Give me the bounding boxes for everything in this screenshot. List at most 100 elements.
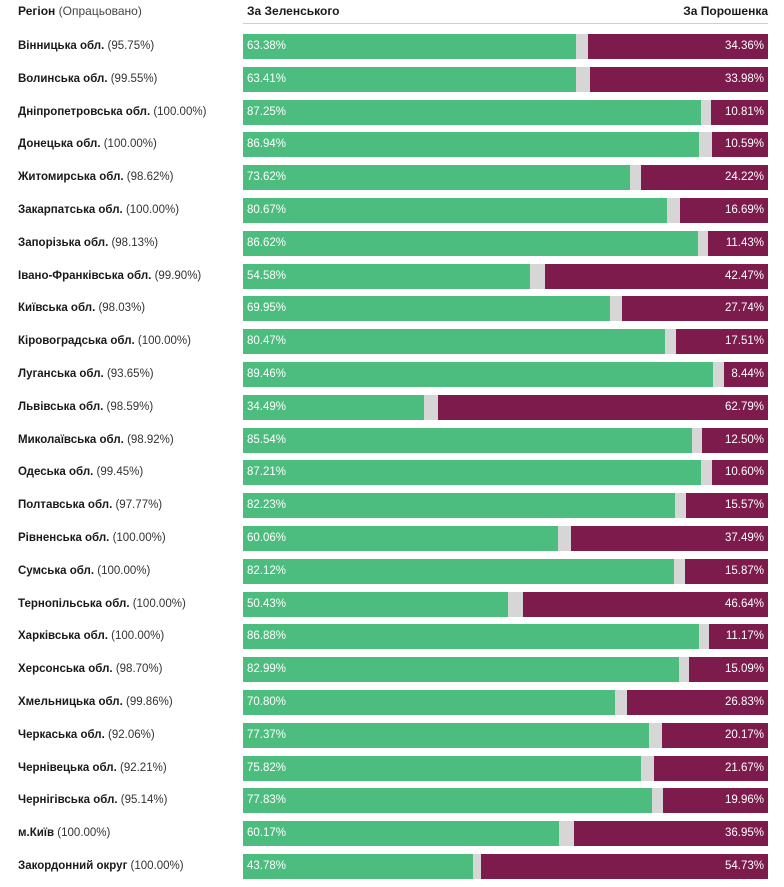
processed-header-label: (Опрацьовано) [58, 4, 142, 18]
table-row: Закордонний округ (100.00%) 43.78% 54.73% [0, 854, 784, 887]
region-label: Одеська обл. (99.45%) [18, 460, 143, 485]
zelensky-value-label: 77.37% [247, 728, 287, 741]
result-bar: 82.12% 15.87% [243, 558, 768, 584]
region-label: Львівська обл. (98.59%) [18, 395, 153, 420]
zelensky-bar-segment [243, 132, 700, 158]
zelensky-bar-segment [243, 329, 666, 355]
region-name: Чернігівська обл. [18, 794, 118, 807]
region-processed: (98.59%) [103, 400, 154, 413]
zelensky-value-label: 82.12% [247, 564, 287, 577]
zelensky-value-label: 82.23% [247, 499, 287, 512]
region-name: Київська обл. [18, 302, 96, 315]
zelensky-value-label: 60.06% [247, 532, 287, 544]
header-divider [243, 23, 768, 24]
region-processed: (100.00%) [107, 630, 165, 643]
poroshenko-bar-segment [589, 66, 768, 92]
result-bar: 50.43% 46.64% [243, 591, 768, 617]
poroshenko-value-label: 11.17% [725, 630, 764, 643]
region-processed: (95.14%) [117, 794, 168, 807]
table-row: Тернопільська обл. (100.00%) 50.43% 46.64% [0, 591, 784, 625]
table-row: Івано-Франківська обл. (99.90%) 54.58% 42.… [0, 263, 784, 297]
zelensky-value-label: 70.80% [247, 696, 287, 708]
region-label: Донецька обл. (100.00%) [18, 132, 157, 157]
poroshenko-value-label: 10.60% [724, 466, 764, 479]
region-name: Чернівецька обл. [18, 761, 117, 774]
poroshenko-bar-segment [702, 427, 768, 453]
region-label: Сумська обл. (100.00%) [18, 559, 150, 584]
table-row: Чернівецька обл. (92.21%) 75.82% 21.67% [0, 755, 784, 789]
zelensky-column-header: За Зеленського [247, 4, 340, 18]
table-row: Донецька обл. (100.00%) 86.94% 10.59% [0, 132, 784, 165]
table-row: Полтавська обл. (97.77%) 82.23% 15.57% [0, 493, 784, 526]
poroshenko-value-label: 20.17% [724, 728, 764, 741]
poroshenko-value-label: 17.51% [724, 335, 764, 348]
zelensky-bar-segment [243, 854, 473, 879]
table-row: Луганська обл. (93.65%) 89.46% 8.44% [0, 362, 784, 395]
region-name: Хмельницька обл. [18, 696, 123, 708]
poroshenko-value-label: 15.57% [724, 499, 764, 512]
poroshenko-bar-segment [709, 624, 768, 650]
zelensky-value-label: 77.83% [247, 794, 287, 807]
region-name: Вінницька обл. [18, 40, 105, 52]
zelensky-value-label: 86.62% [247, 236, 287, 249]
result-bar: 69.95% 27.74% [243, 296, 768, 322]
region-name: Запорізька обл. [18, 236, 109, 249]
table-row: Закарпатська обл. (100.00%) 80.67% 16.69% [0, 198, 784, 231]
zelensky-value-label: 63.41% [247, 72, 287, 85]
result-bar: 63.38% 34.36% [243, 34, 768, 59]
region-label: Луганська обл. (93.65%) [18, 362, 154, 387]
table-row: Вінницька обл. (95.75%) 63.38% 34.36% [0, 34, 784, 67]
result-bar: 34.49% 62.79% [243, 394, 768, 420]
region-processed: (100.00%) [127, 860, 184, 872]
zelensky-bar-segment [243, 493, 675, 519]
result-bar: 80.47% 17.51% [243, 329, 768, 355]
poroshenko-bar-segment [545, 263, 768, 289]
result-bar: 60.06% 37.49% [243, 526, 768, 551]
zelensky-bar-segment [243, 755, 642, 781]
region-processed: (100.00%) [109, 532, 166, 544]
region-name: Херсонська обл. [18, 663, 113, 676]
zelensky-bar-segment [243, 657, 679, 683]
zelensky-bar-segment [243, 526, 559, 551]
region-name: Сумська обл. [18, 564, 95, 577]
poroshenko-bar-segment [438, 394, 768, 420]
zelensky-bar-segment [243, 296, 611, 322]
zelensky-bar-segment [243, 394, 425, 420]
region-label: Чернівецька обл. (92.21%) [18, 756, 167, 781]
poroshenko-value-label: 19.96% [724, 794, 764, 807]
poroshenko-value-label: 33.98% [724, 72, 764, 85]
region-label: Закарпатська обл. (100.00%) [18, 198, 179, 223]
zelensky-value-label: 63.38% [247, 40, 287, 52]
region-name: Дніпропетровська обл. [18, 105, 151, 118]
zelensky-bar-segment [243, 821, 559, 847]
poroshenko-value-label: 46.64% [724, 597, 764, 610]
region-label: Полтавська обл. (97.77%) [18, 493, 162, 518]
poroshenko-value-label: 21.67% [724, 761, 764, 774]
result-bar: 86.62% 11.43% [243, 230, 768, 256]
region-processed: (98.03%) [95, 302, 146, 315]
poroshenko-value-label: 62.79% [724, 400, 764, 413]
zelensky-bar-segment [243, 558, 675, 584]
poroshenko-value-label: 37.49% [724, 532, 764, 544]
result-bar: 82.23% 15.57% [243, 493, 768, 519]
poroshenko-bar-segment [654, 755, 768, 781]
poroshenko-bar-segment [640, 165, 768, 191]
zelensky-bar-segment [243, 460, 701, 486]
region-header-label: Регіон [18, 4, 56, 18]
poroshenko-column-header: За Порошенка [683, 4, 768, 18]
region-processed: (100.00%) [100, 138, 157, 151]
zelensky-value-label: 87.21% [247, 466, 287, 479]
result-bar: 73.62% 24.22% [243, 165, 768, 191]
region-processed: (100.00%) [129, 597, 186, 610]
zelensky-value-label: 54.58% [247, 269, 287, 282]
table-row: Житомирська обл. (98.62%) 73.62% 24.22% [0, 165, 784, 198]
zelensky-value-label: 43.78% [247, 860, 287, 872]
poroshenko-value-label: 36.95% [724, 827, 764, 840]
region-name: Тернопільська обл. [18, 597, 130, 610]
region-label: Житомирська обл. (98.62%) [18, 165, 173, 190]
poroshenko-bar-segment [708, 230, 768, 256]
region-label: Івано-Франківська обл. (99.90%) [18, 264, 201, 289]
result-bar: 77.37% 20.17% [243, 722, 768, 748]
poroshenko-bar-segment [711, 99, 768, 125]
